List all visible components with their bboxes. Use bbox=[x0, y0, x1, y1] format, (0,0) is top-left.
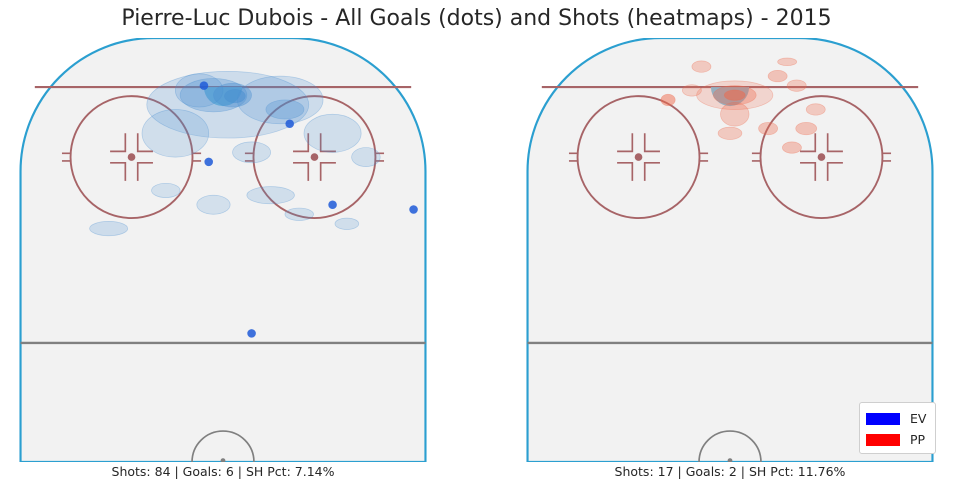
legend: EV PP bbox=[859, 402, 936, 454]
goal-dot bbox=[199, 81, 209, 90]
legend-item-pp: PP bbox=[866, 429, 929, 450]
faceoff-dot-right bbox=[310, 153, 319, 161]
faceoff-dot-right bbox=[817, 153, 826, 161]
faceoff-circle-left bbox=[69, 95, 194, 220]
goal-dot bbox=[285, 119, 294, 129]
hash-marks-left bbox=[568, 133, 709, 181]
hash-marks-left bbox=[61, 133, 202, 181]
heat-blob bbox=[795, 121, 818, 136]
heat-blob bbox=[224, 89, 246, 104]
faceoff-dot-left bbox=[127, 153, 136, 161]
heat-blob bbox=[682, 84, 702, 97]
heat-blob bbox=[723, 89, 746, 101]
goal-dot bbox=[409, 205, 418, 214]
center-circle bbox=[698, 430, 762, 462]
heat-blob bbox=[151, 182, 181, 198]
rink-boards bbox=[526, 38, 934, 462]
faceoff-dot-left bbox=[634, 153, 643, 161]
heat-blob bbox=[720, 101, 750, 127]
goal-dot bbox=[247, 329, 256, 338]
rink-pp bbox=[526, 38, 934, 462]
chart-title: Pierre-Luc Dubois - All Goals (dots) and… bbox=[121, 6, 832, 31]
rink-ev bbox=[19, 38, 427, 462]
heat-blob bbox=[767, 70, 788, 83]
legend-swatch-ev bbox=[866, 412, 900, 425]
faceoff-circle-right bbox=[252, 95, 377, 220]
ev-stats-caption: Shots: 84 | Goals: 6 | SH Pct: 7.14% bbox=[111, 464, 335, 479]
heat-blob bbox=[246, 186, 295, 205]
heat-blob bbox=[691, 60, 712, 73]
heat-blob bbox=[175, 73, 224, 108]
center-dot bbox=[727, 458, 733, 462]
heat-blob bbox=[758, 121, 778, 136]
goal-dot bbox=[328, 200, 337, 210]
heat-blob bbox=[265, 99, 305, 120]
legend-label-pp: PP bbox=[910, 432, 926, 447]
hash-marks-right bbox=[751, 133, 892, 181]
heat-blob bbox=[232, 141, 271, 164]
heat-blob bbox=[660, 93, 676, 107]
center-circle bbox=[191, 430, 255, 462]
heat-blob bbox=[303, 113, 362, 153]
heat-blob bbox=[141, 109, 210, 158]
hash-marks-right bbox=[244, 133, 385, 181]
heat-blob bbox=[782, 141, 802, 154]
pp-stats-caption: Shots: 17 | Goals: 2 | SH Pct: 11.76% bbox=[614, 464, 846, 479]
heat-blob bbox=[777, 57, 798, 66]
legend-swatch-pp bbox=[866, 433, 900, 446]
heat-blob bbox=[805, 103, 826, 116]
heat-blob bbox=[351, 147, 381, 167]
goal-dot bbox=[204, 157, 213, 167]
heat-blob bbox=[786, 79, 807, 92]
heat-blob bbox=[334, 217, 360, 230]
legend-item-ev: EV bbox=[866, 408, 929, 429]
heat-blob bbox=[89, 221, 129, 237]
legend-label-ev: EV bbox=[910, 411, 927, 426]
heat-blob bbox=[179, 78, 248, 113]
heat-blob bbox=[717, 126, 743, 140]
faceoff-circle-right bbox=[759, 95, 884, 220]
center-dot bbox=[220, 458, 226, 462]
heat-blob bbox=[146, 70, 310, 139]
rink-boards bbox=[19, 38, 427, 462]
faceoff-circle-left bbox=[576, 95, 701, 220]
heat-blob bbox=[196, 194, 231, 215]
heat-blob bbox=[284, 207, 314, 221]
